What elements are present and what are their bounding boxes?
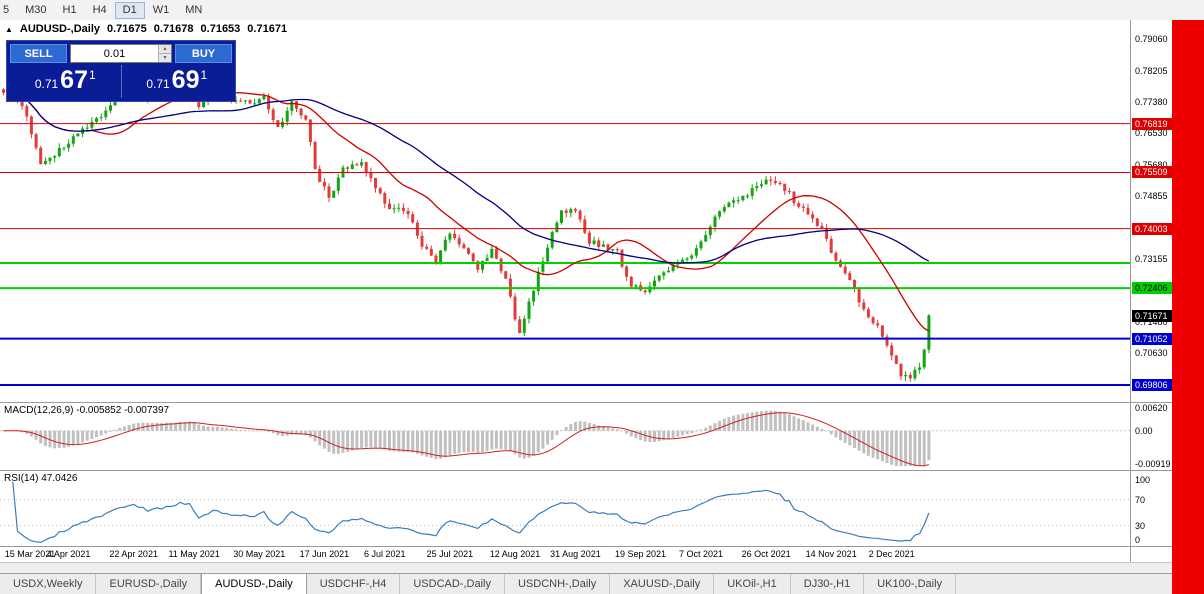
rsi-label: RSI(14) 47.0426	[4, 473, 78, 484]
ohlc-close: 0.71671	[247, 23, 288, 35]
level-price-label: 0.72406	[1132, 282, 1174, 295]
sell-button[interactable]: SELL	[10, 44, 67, 63]
chart-tab[interactable]: USDCAD-,Daily	[400, 574, 505, 594]
one-click-trading-panel: SELL 0.01 ▲ ▼ BUY 0.71 67 1 0.71	[6, 40, 236, 102]
buy-price-sup: 1	[200, 68, 208, 82]
lot-stepper: ▲ ▼	[158, 45, 171, 62]
timeframe-button-h4[interactable]: H4	[92, 3, 107, 16]
date-label: 2 Dec 2021	[868, 549, 915, 559]
timeframe-button-d1[interactable]: D1	[114, 1, 145, 19]
chart-header: ▲ AUDUSD-,Daily 0.71675 0.71678 0.71653 …	[5, 23, 287, 35]
chart-symbol: AUDUSD-,Daily	[19, 23, 100, 35]
level-price-label: 0.76819	[1132, 117, 1174, 130]
lot-increase-icon[interactable]: ▲	[158, 45, 171, 54]
main-chart-panel[interactable]: ▲ AUDUSD-,Daily 0.71675 0.71678 0.71653 …	[0, 20, 1130, 402]
date-label: 31 Aug 2021	[550, 549, 601, 559]
chart-tab[interactable]: USDCHF-,H4	[307, 574, 401, 594]
chart-tab[interactable]: UK100-,Daily	[864, 574, 957, 594]
timeframe-button-w1[interactable]: W1	[152, 3, 170, 16]
date-label: 12 Aug 2021	[489, 549, 541, 559]
date-label: 4 Apr 2021	[46, 549, 91, 559]
price-axis[interactable]: 0.79060 0.78205 0.77380 0.76530 0.75680 0.748…	[1131, 20, 1174, 402]
buy-price-display[interactable]: 0.71 69 1	[122, 65, 233, 98]
timeframe-toolbar: 5 M30 H1 H4 D1 W1 MN	[0, 0, 1204, 21]
price-tick: 0.74855	[1135, 190, 1168, 201]
date-label: 17 Jun 2021	[299, 549, 350, 559]
sell-price-display[interactable]: 0.71 67 1	[10, 65, 122, 98]
macd-panel[interactable]: MACD(12,26,9) -0.005852 -0.007397	[0, 403, 1130, 470]
date-label: 19 Sep 2021	[615, 549, 667, 559]
level-price-label: 0.74003	[1132, 222, 1174, 235]
date-label: 15 Mar 2021	[4, 549, 56, 559]
ohlc-low: 0.71653	[200, 23, 241, 35]
chart-tab[interactable]: DJ30-,H1	[791, 574, 865, 594]
level-price-label: 0.69806	[1132, 379, 1174, 391]
lot-decrease-icon[interactable]: ▼	[158, 54, 171, 62]
chart-tab[interactable]: USDCNH-,Daily	[505, 574, 611, 594]
price-tick: 0.73155	[1135, 254, 1168, 265]
buy-price-prefix: 0.71	[146, 77, 170, 91]
price-tick: 0.70630	[1135, 348, 1168, 359]
level-price-label: 0.71052	[1132, 332, 1174, 345]
date-label: 26 Oct 2021	[741, 549, 791, 559]
chart-tab[interactable]: XAUUSD-,Daily	[610, 574, 715, 594]
macd-canvas[interactable]	[0, 403, 1130, 470]
date-label: 14 Nov 2021	[805, 549, 857, 559]
price-chart-canvas[interactable]	[0, 20, 1130, 402]
lot-size-field[interactable]: 0.01 ▲ ▼	[70, 44, 172, 63]
price-tick: 0.71480	[1135, 316, 1168, 327]
timeframe-button-5[interactable]: 5	[3, 3, 10, 16]
timeframe-button-h1[interactable]: H1	[62, 3, 77, 16]
scrollbar-area	[0, 562, 1172, 574]
panel-divider[interactable]	[0, 402, 1172, 403]
panel-divider	[0, 546, 1172, 547]
buy-price-big: 69	[171, 66, 200, 94]
price-tick: 0.76530	[1135, 128, 1168, 139]
chart-tab[interactable]: EURUSD-,Daily	[96, 574, 202, 594]
date-label: 30 May 2021	[233, 549, 286, 559]
rsi-panel[interactable]: RSI(14) 47.0426	[0, 471, 1130, 546]
macd-label: MACD(12,26,9) -0.005852 -0.007397	[4, 405, 170, 416]
sell-price-prefix: 0.71	[34, 77, 59, 91]
date-label: 6 Jul 2021	[364, 549, 406, 559]
rsi-tick: 30	[1135, 520, 1146, 531]
collapse-chart-icon[interactable]: ▲	[5, 24, 13, 34]
chart-tab[interactable]: UKOil-,H1	[714, 574, 791, 594]
sell-price-big: 67	[60, 66, 88, 94]
chart-tab[interactable]: AUDUSD-,Daily	[201, 574, 307, 594]
date-label: 7 Oct 2021	[678, 549, 724, 559]
price-tick: 0.79060	[1135, 34, 1168, 45]
macd-axis[interactable]: 0.00620 0.00 -0.00919	[1131, 403, 1172, 470]
timeframe-button-mn[interactable]: MN	[185, 3, 203, 16]
rsi-canvas[interactable]	[0, 471, 1130, 546]
date-axis[interactable]: 15 Mar 2021 4 Apr 2021 22 Apr 2021 11 May 2…	[0, 547, 1172, 562]
rsi-tick: 100	[1135, 475, 1151, 485]
current-price-label: 0.71671	[1132, 309, 1174, 322]
lot-size-value[interactable]: 0.01	[103, 47, 126, 60]
rsi-tick: 0	[1135, 535, 1141, 545]
chart-tabs-bar: USDX,Weekly EURUSD-,Daily AUDUSD-,Daily USD…	[0, 573, 1172, 594]
rsi-tick: 70	[1135, 494, 1146, 505]
ohlc-high: 0.71678	[153, 23, 194, 35]
date-label: 25 Jul 2021	[426, 549, 474, 559]
panel-divider[interactable]	[0, 470, 1172, 471]
macd-tick: 0.00620	[1135, 403, 1168, 413]
level-price-label: 0.75509	[1132, 166, 1174, 179]
window-edge-strip	[1172, 20, 1204, 594]
date-label: 11 May 2021	[168, 549, 220, 559]
price-tick: 0.75680	[1135, 160, 1168, 171]
rsi-axis[interactable]: 100 70 30 0	[1131, 471, 1172, 546]
chart-tab[interactable]: USDX,Weekly	[0, 574, 97, 594]
date-label: 22 Apr 2021	[109, 549, 158, 559]
macd-tick: 0.00	[1135, 425, 1153, 436]
buy-button[interactable]: BUY	[175, 44, 232, 63]
sell-price-sup: 1	[88, 68, 96, 82]
ohlc-open: 0.71675	[107, 23, 147, 35]
timeframe-button-m30[interactable]: M30	[25, 3, 47, 16]
price-tick: 0.77380	[1135, 96, 1168, 107]
axis-separator	[1130, 20, 1131, 562]
macd-tick: -0.00919	[1135, 459, 1171, 469]
price-tick: 0.78205	[1135, 65, 1168, 76]
